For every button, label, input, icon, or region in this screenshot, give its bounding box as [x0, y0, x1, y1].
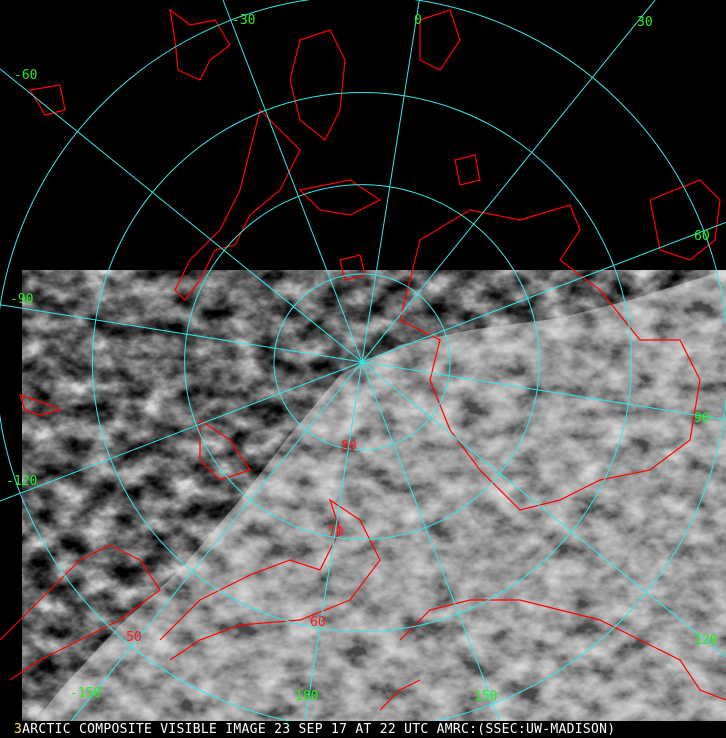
meridian-150	[361, 361, 501, 722]
longitude-label: 90	[694, 411, 710, 426]
meridian-90	[361, 361, 726, 421]
longitude-label: -30	[232, 13, 256, 28]
latitude-label: 80	[341, 439, 357, 454]
longitude-label: -150	[70, 686, 102, 701]
longitude-label: 0	[414, 13, 422, 28]
longitude-label: -60	[14, 68, 38, 83]
daylight-imagery	[22, 270, 726, 738]
longitude-label: 150	[474, 689, 498, 704]
caption-text: ARCTIC COMPOSITE VISIBLE IMAGE 23 SEP 17…	[22, 722, 616, 737]
longitude-label: 180	[295, 689, 319, 704]
longitude-label: 60	[694, 229, 710, 244]
meridian-30	[361, 0, 656, 363]
longitude-label: 120	[694, 633, 718, 648]
longitude-label: -90	[10, 292, 34, 307]
meridian-60	[361, 221, 726, 363]
image-caption: 3ARCTIC COMPOSITE VISIBLE IMAGE 23 SEP 1…	[0, 721, 726, 738]
latitude-label: 50	[126, 630, 142, 645]
coastlines	[0, 8, 726, 711]
meridian--120	[0, 361, 363, 502]
meridian--30	[222, 0, 363, 363]
meridian--90	[0, 304, 363, 363]
parallel-70	[184, 184, 540, 540]
longitude-label: 30	[637, 15, 653, 30]
parallel-60	[91, 91, 633, 633]
meridian--60	[0, 68, 363, 363]
longitude-label: -120	[6, 474, 38, 489]
meridian-120	[361, 361, 726, 658]
meridian-180	[304, 361, 363, 722]
latitude-label: 70	[328, 525, 344, 540]
panel-number: 3	[14, 722, 23, 737]
meridian-0	[361, 0, 420, 363]
meridian--150	[70, 361, 363, 722]
parallel-80	[273, 273, 451, 451]
latitude-label: 60	[310, 615, 326, 630]
